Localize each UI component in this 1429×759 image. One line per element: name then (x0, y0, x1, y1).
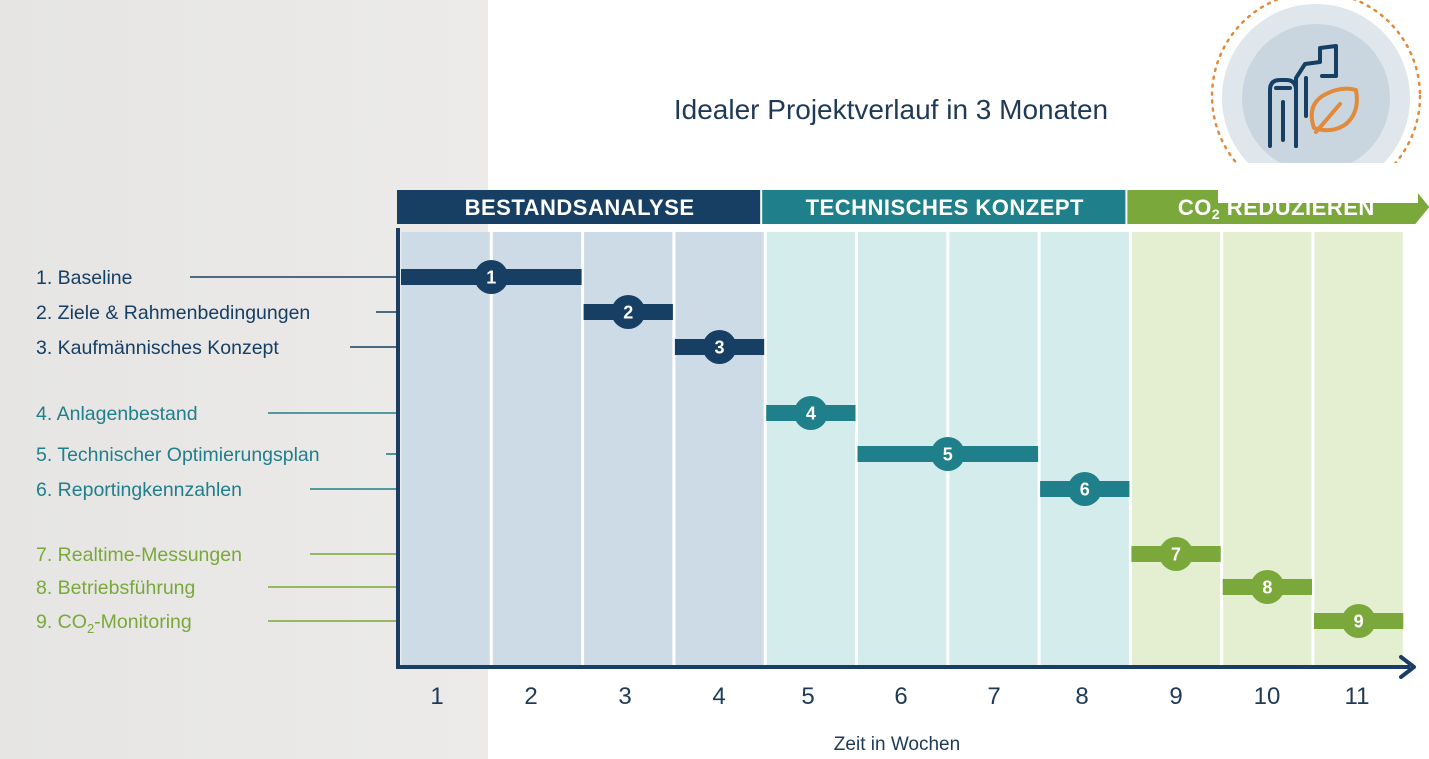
task-number-badge (1067, 472, 1102, 506)
x-tick-label: 11 (1345, 683, 1370, 710)
x-tick-label: 10 (1254, 683, 1281, 710)
x-tick-label: 5 (801, 683, 814, 710)
task-label: 9. CO2-Monitoring (36, 611, 192, 636)
task-number: 4 (806, 404, 816, 424)
task-number-badge (611, 295, 646, 329)
task-label: 6. Reportingkennzahlen (36, 479, 242, 501)
task-label: 3. Kaufmännisches Konzept (36, 337, 279, 359)
phase-header: BESTANDSANALYSE (397, 190, 761, 224)
task-number: 1 (486, 268, 496, 288)
week-column (766, 232, 855, 666)
task-label: 1. Baseline (36, 267, 132, 289)
task-number-badge (930, 437, 965, 471)
task-number-badge (1250, 570, 1285, 604)
week-column (1131, 232, 1221, 666)
task-label: 2. Ziele & Rahmenbedingungen (36, 302, 310, 324)
task-number: 2 (623, 303, 633, 323)
x-tick-label: 7 (987, 683, 1000, 710)
phase-label: BESTANDSANALYSE (465, 195, 695, 220)
phase-header: TECHNISCHES KONZEPT (762, 190, 1126, 224)
task-number: 8 (1262, 578, 1272, 598)
x-tick-label: 6 (894, 683, 907, 710)
task-label: 8. Betriebsführung (36, 577, 195, 599)
task-number: 5 (943, 445, 953, 465)
week-column (1314, 232, 1403, 666)
week-column (675, 232, 764, 666)
task-number-badge (1159, 537, 1194, 571)
phase-banner (397, 190, 761, 224)
x-tick-label: 4 (712, 683, 725, 710)
x-tick-label: 2 (524, 683, 537, 710)
task-number: 7 (1171, 545, 1181, 565)
phase-banner (762, 190, 1126, 224)
x-tick-label: 8 (1075, 683, 1088, 710)
task-number-badge (793, 396, 828, 430)
x-axis-arrow (1399, 655, 1416, 679)
task-number-badge (1341, 604, 1376, 638)
phase-label: TECHNISCHES KONZEPT (806, 195, 1084, 220)
week-column (492, 232, 582, 666)
task-number: 3 (715, 338, 725, 358)
task-number-badge (702, 330, 737, 364)
task-number: 6 (1080, 480, 1090, 500)
task-label: 4. Anlagenbestand (36, 403, 198, 425)
x-tick-label: 9 (1169, 683, 1182, 710)
task-label: 7. Realtime-Messungen (36, 544, 242, 566)
building-leaf-icon (1210, 0, 1422, 203)
task-number-badge (474, 260, 509, 294)
week-column (401, 232, 490, 666)
chart-title: Idealer Projektverlauf in 3 Monaten (674, 94, 1108, 125)
x-tick-label: 1 (430, 683, 443, 710)
x-axis-label: Zeit in Wochen (834, 734, 960, 755)
task-label: 5. Technischer Optimierungsplan (36, 444, 320, 466)
task-number: 9 (1354, 612, 1364, 632)
week-column (1040, 232, 1129, 666)
x-tick-label: 3 (618, 683, 631, 710)
